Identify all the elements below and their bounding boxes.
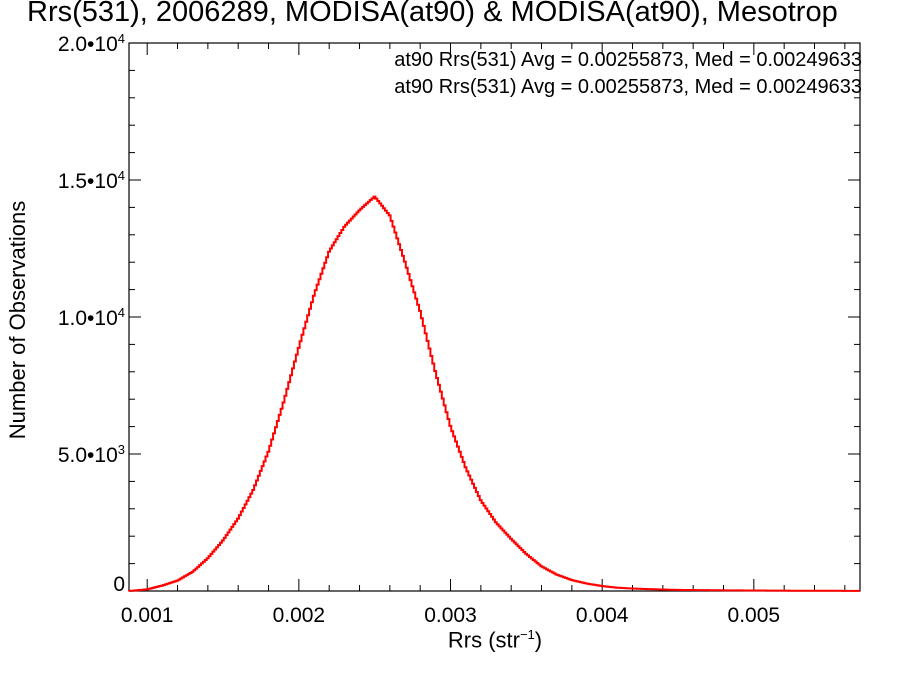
histogram-series-line — [128, 195, 860, 592]
chart-title: Rrs(531), 2006289, MODISA(at90) & MODISA… — [27, 0, 838, 28]
stats-annotation-black: at90 Rrs(531) Avg = 0.00255873, Med = 0.… — [394, 49, 862, 71]
y-tick-label: 1.5•104 — [57, 168, 125, 193]
stats-annotation-red: at90 Rrs(531) Avg = 0.00255873, Med = 0.… — [394, 76, 862, 98]
x-axis-title-text: Rrs (str — [447, 627, 520, 653]
y-axis-title: Number of Observations — [5, 200, 30, 440]
y-tick-label: 0 — [113, 573, 125, 596]
x-tick-label: 0.002 — [272, 604, 326, 627]
plot-frame — [128, 42, 861, 592]
x-axis-title-close: ) — [534, 627, 543, 653]
x-axis-title-exponent: −1 — [519, 627, 535, 642]
x-tick-label: 0.001 — [120, 604, 174, 627]
axis-ticks — [129, 42, 860, 592]
x-tick-label: 0.003 — [424, 604, 477, 627]
y-tick-label: 5.0•103 — [57, 442, 125, 467]
x-tick-label: 0.005 — [727, 604, 781, 627]
x-axis-title: Rrs (str−1) — [448, 627, 542, 653]
x-tick-label: 0.004 — [575, 604, 629, 627]
y-tick-label: 1.0•104 — [57, 305, 125, 330]
y-tick-label: 2.0•104 — [57, 31, 125, 56]
